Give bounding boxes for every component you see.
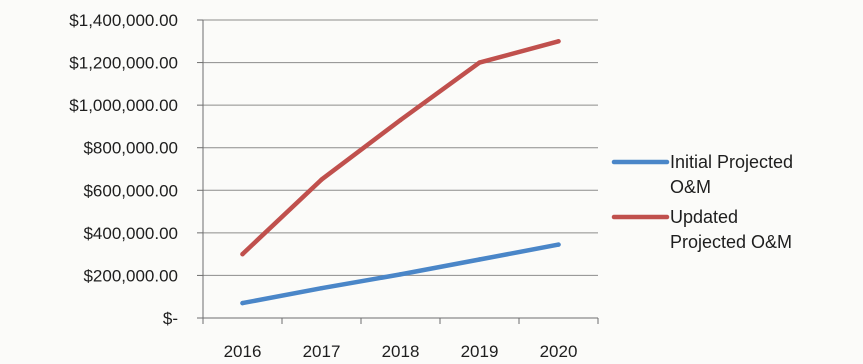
y-tick-label: $- [163, 309, 178, 328]
data-point-series-2 [556, 39, 561, 44]
y-tick-label: $600,000.00 [83, 181, 178, 200]
data-point-series-1 [398, 272, 403, 277]
x-tick-label: 2020 [540, 342, 578, 361]
y-tick-label: $400,000.00 [83, 224, 178, 243]
x-tick-label: 2017 [303, 342, 341, 361]
y-tick-label: $200,000.00 [83, 266, 178, 285]
data-point-series-2 [319, 177, 324, 182]
x-tick-label: 2018 [382, 342, 420, 361]
data-point-series-1 [556, 242, 561, 247]
x-tick-label: 2019 [461, 342, 499, 361]
legend-label: Initial Projected [670, 152, 793, 172]
legend-label: Updated [670, 207, 738, 227]
y-tick-label: $1,400,000.00 [69, 11, 178, 30]
data-point-series-1 [319, 286, 324, 291]
data-point-series-1 [477, 257, 482, 262]
y-tick-label: $1,000,000.00 [69, 96, 178, 115]
x-tick-label: 2016 [224, 342, 262, 361]
data-point-series-2 [398, 117, 403, 123]
data-point-series-2 [477, 60, 482, 65]
legend-label: Projected O&M [670, 232, 792, 252]
data-point-series-2 [240, 251, 245, 257]
y-tick-label: $1,200,000.00 [69, 54, 178, 73]
legend-label: O&M [670, 177, 711, 197]
y-tick-label: $800,000.00 [83, 139, 178, 158]
data-point-series-1 [240, 300, 245, 306]
